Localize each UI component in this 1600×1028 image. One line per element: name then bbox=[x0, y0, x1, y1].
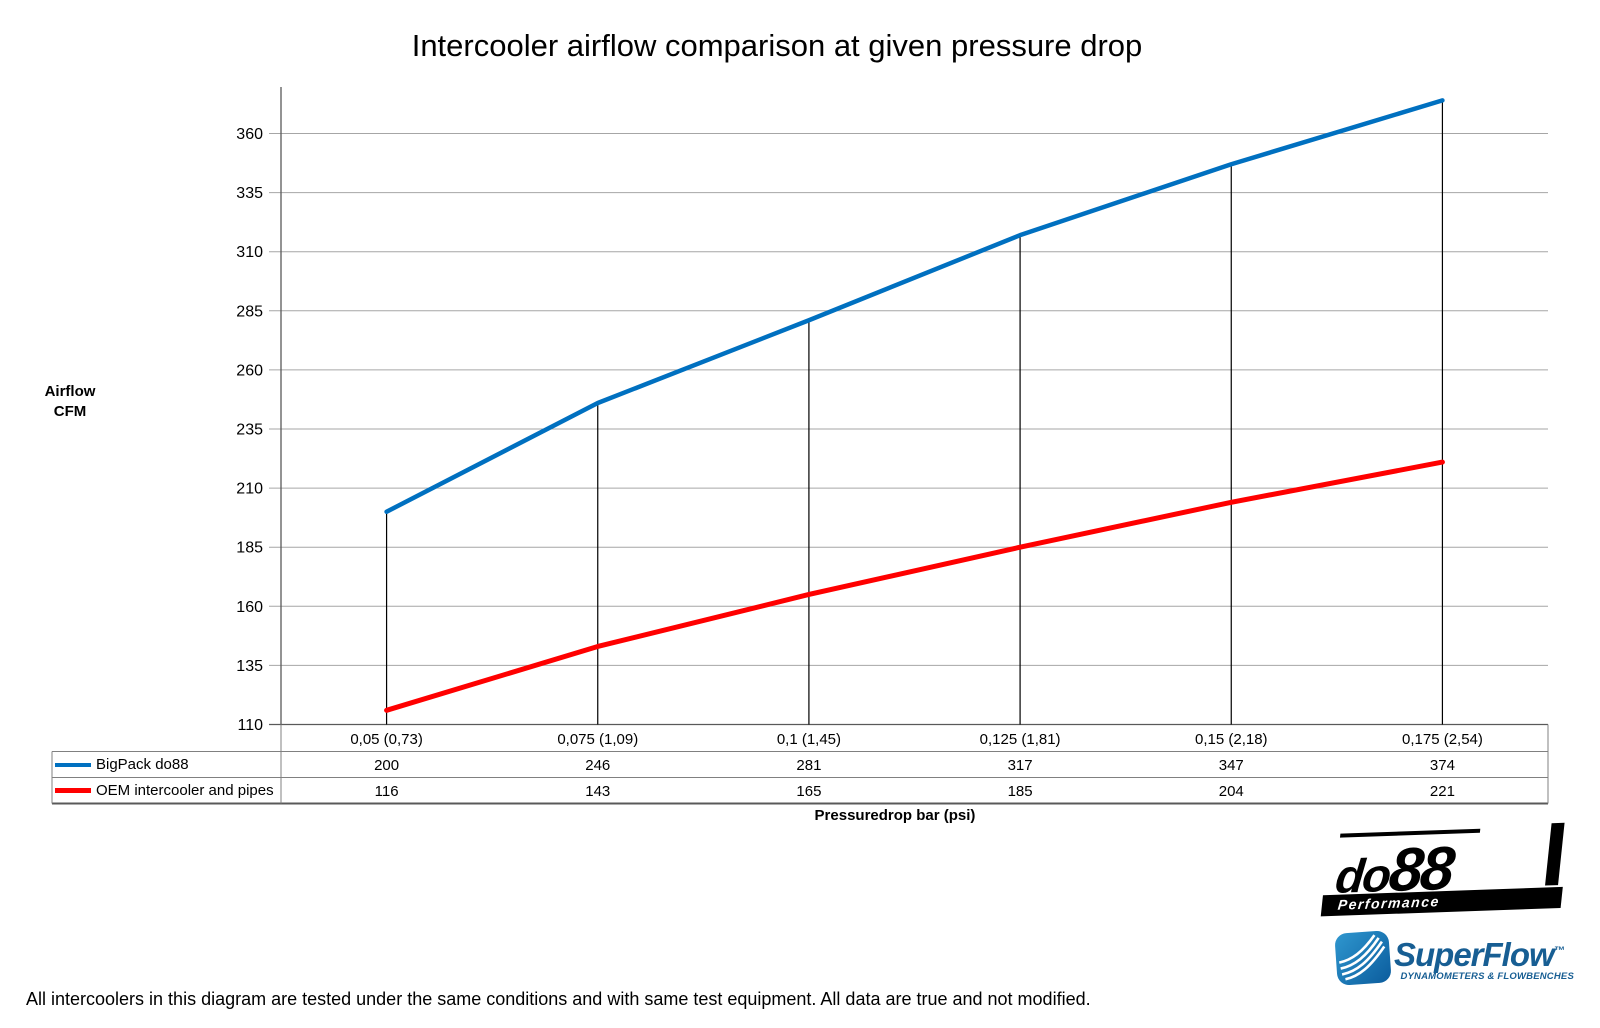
y-tick-label: 235 bbox=[236, 422, 263, 439]
do88-logo: do88 Performance bbox=[1320, 822, 1565, 917]
superflow-tm: ™ bbox=[1553, 945, 1565, 957]
x-tick-label: 0,125 (1,81) bbox=[979, 730, 1061, 748]
legend-cell: BigPack do88 bbox=[52, 752, 281, 778]
y-tick-label: 135 bbox=[236, 658, 263, 675]
y-tick-label: 210 bbox=[236, 481, 263, 498]
value-cell: 185 bbox=[1007, 782, 1033, 800]
value-cell: 374 bbox=[1429, 756, 1455, 774]
y-tick-label: 160 bbox=[236, 599, 263, 616]
value-cell: 317 bbox=[1007, 756, 1033, 774]
value-cell: 281 bbox=[796, 756, 822, 774]
value-cell: 200 bbox=[374, 756, 400, 774]
value-cell: 246 bbox=[585, 756, 611, 774]
x-tick-label: 0,1 (1,45) bbox=[776, 730, 842, 748]
legend-label: OEM intercooler and pipes bbox=[96, 782, 274, 799]
footer-note: All intercoolers in this diagram are tes… bbox=[26, 989, 1091, 1009]
value-cell: 116 bbox=[374, 782, 399, 800]
superflow-wordmark: SuperFlow™ bbox=[1394, 936, 1565, 974]
chart-title: Intercooler airflow comparison at given … bbox=[411, 28, 1143, 63]
legend-label: BigPack do88 bbox=[96, 756, 189, 773]
table-row: OEM intercooler and pipes 116 143 165 185 204… bbox=[52, 778, 1548, 804]
y-axis-title-line2: CFM bbox=[53, 403, 87, 420]
series-line-oem-intercooler-and-pipes bbox=[384, 459, 1445, 713]
y-axis-title-line1: Airflow bbox=[44, 383, 96, 400]
x-tick-label: 0,15 (2,18) bbox=[1195, 730, 1268, 748]
series-line-bigpack-do88 bbox=[384, 98, 1445, 514]
do88-logo-frame: do88 Performance bbox=[1320, 822, 1565, 917]
y-tick-label: 360 bbox=[236, 126, 263, 143]
do88-wordmark: do88 bbox=[1333, 834, 1455, 904]
x-tick-label: 0,075 (1,09) bbox=[557, 730, 639, 748]
y-axis-title: Airflow CFM bbox=[25, 382, 115, 422]
superflow-name: SuperFlow bbox=[1394, 936, 1555, 973]
y-tick-label: 110 bbox=[237, 717, 263, 734]
y-tick-label: 310 bbox=[236, 244, 263, 261]
legend-swatch bbox=[55, 788, 91, 793]
value-cell: 221 bbox=[1429, 782, 1455, 800]
y-tick-label: 335 bbox=[236, 185, 263, 202]
table-row: BigPack do88 200 246 281 317 347 374 bbox=[52, 752, 1548, 778]
x-axis-title: Pressuredrop bar (psi) bbox=[814, 807, 976, 824]
y-tick-label: 260 bbox=[236, 362, 263, 379]
value-cell: 143 bbox=[585, 782, 611, 800]
value-cell: 165 bbox=[796, 782, 822, 800]
value-cell: 204 bbox=[1218, 782, 1244, 800]
value-cell: 347 bbox=[1218, 756, 1244, 774]
legend-cell: OEM intercooler and pipes bbox=[52, 778, 281, 804]
x-axis-labels: 0,05 (0,73) 0,075 (1,09) 0,1 (1,45) 0,125 (… bbox=[281, 726, 1548, 752]
legend-swatch bbox=[55, 762, 91, 767]
superflow-tagline: DYNAMOMETERS & FLOWBENCHES bbox=[1400, 971, 1574, 982]
x-tick-label: 0,05 (0,73) bbox=[350, 730, 423, 748]
y-tick-label: 185 bbox=[236, 540, 263, 557]
y-tick-label: 285 bbox=[236, 303, 263, 320]
superflow-logo: SuperFlow™ DYNAMOMETERS & FLOWBENCHES bbox=[1334, 926, 1576, 992]
superflow-icon bbox=[1335, 930, 1391, 986]
x-tick-label: 0,175 (2,54) bbox=[1402, 730, 1483, 748]
